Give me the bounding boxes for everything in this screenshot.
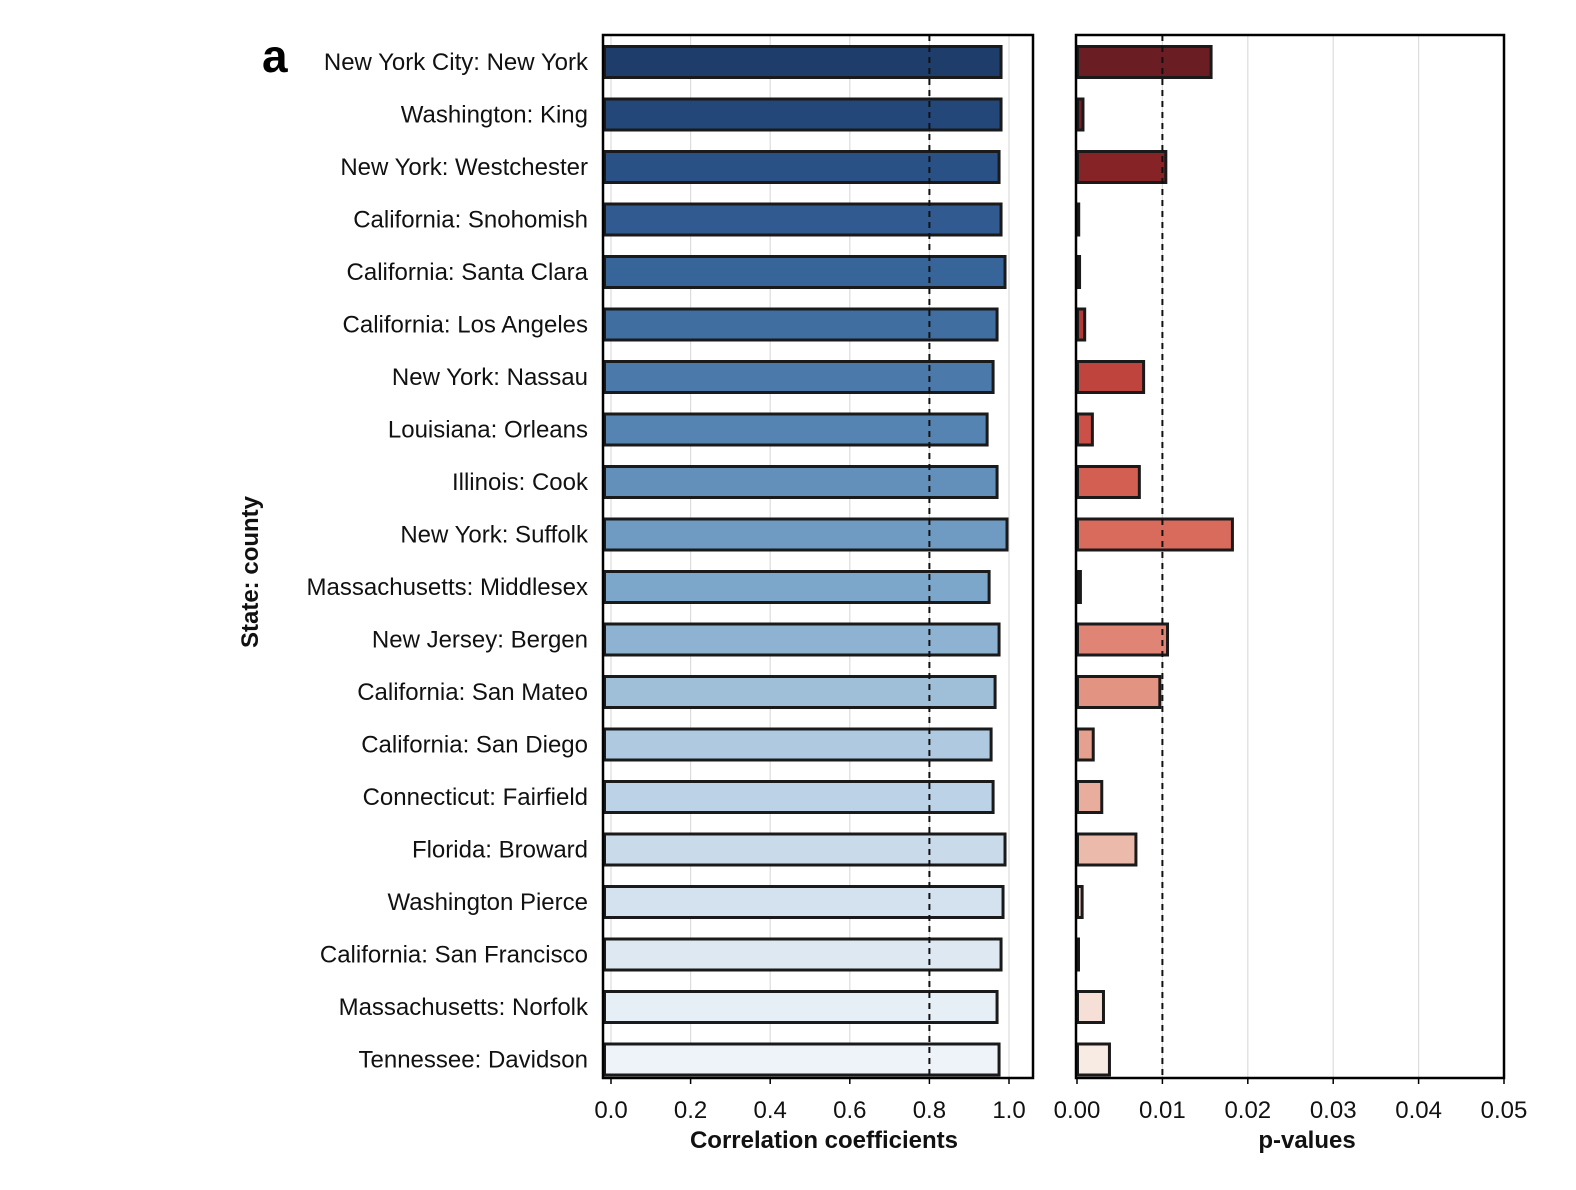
category-label: Tennessee: Davidson	[359, 1047, 588, 1074]
corr-bar	[603, 97, 1003, 132]
pval-bar	[1076, 97, 1085, 132]
category-label: New York: Westchester	[340, 154, 588, 181]
category-label: New York: Suffolk	[400, 522, 589, 549]
pval-bar	[1076, 360, 1146, 394]
panel-letter: a	[262, 30, 288, 82]
category-label: New York: Nassau	[392, 364, 588, 391]
pval-bar	[1076, 202, 1081, 237]
pval-tick-label: 0.03	[1310, 1097, 1357, 1124]
category-label: Washington Pierce	[387, 889, 588, 916]
corr-bar	[603, 1042, 1001, 1077]
category-label: Massachusetts: Middlesex	[307, 574, 588, 601]
pval-bar	[1076, 465, 1141, 499]
corr-bar	[603, 360, 995, 394]
pval-bar	[1076, 780, 1104, 814]
pval-bar	[1076, 150, 1168, 184]
corr-bar	[603, 150, 1001, 184]
pval-bar	[1076, 517, 1234, 552]
corr-tick-label: 0.0	[594, 1097, 627, 1124]
pval-tick-label: 0.05	[1481, 1097, 1528, 1124]
corr-bar	[603, 517, 1009, 552]
category-label: California: San Mateo	[357, 679, 588, 706]
corr-bar	[603, 990, 999, 1024]
corr-bar	[603, 45, 1003, 79]
category-label: Massachusetts: Norfolk	[339, 994, 589, 1021]
corr-tick-label: 0.2	[674, 1097, 707, 1124]
category-label: Illinois: Cook	[452, 469, 589, 496]
pvalue-panel: 0.00 0.01 0.02 0.03 0.04 0.05	[1054, 33, 1528, 1124]
corr-bar	[603, 570, 991, 604]
corr-bar	[603, 885, 1005, 919]
pval-bar	[1076, 885, 1084, 919]
category-label: California: Snohomish	[353, 207, 588, 234]
category-label: California: San Francisco	[320, 942, 588, 969]
x-axis-title-correlation: Correlation coefficients	[690, 1127, 958, 1154]
corr-bar	[603, 675, 997, 709]
category-label: Louisiana: Orleans	[388, 417, 588, 444]
corr-tick-label: 0.4	[754, 1097, 787, 1124]
category-label: Connecticut: Fairfield	[363, 784, 588, 811]
pval-bar	[1076, 727, 1095, 762]
category-label: Florida: Broward	[412, 837, 588, 864]
pval-bar	[1076, 675, 1162, 709]
category-label: New Jersey: Bergen	[372, 627, 588, 654]
pval-bar	[1076, 990, 1105, 1024]
corr-bar	[603, 255, 1007, 289]
corr-bar	[603, 727, 993, 762]
pval-bar	[1076, 937, 1080, 972]
corr-plot-frame	[601, 33, 1035, 1080]
corr-tick-label: 0.8	[913, 1097, 946, 1124]
category-label: California: San Diego	[361, 732, 588, 759]
category-label: California: Los Angeles	[343, 312, 588, 339]
pval-bar	[1076, 832, 1138, 867]
pval-tick-label: 0.04	[1395, 1097, 1442, 1124]
pval-bar	[1076, 307, 1087, 342]
pval-tick-label: 0.02	[1224, 1097, 1271, 1124]
corr-bar	[603, 832, 1007, 867]
corr-bar	[603, 622, 1001, 657]
correlation-panel: 0.0 0.2 0.4 0.6 0.8 1.0 New York City: New Yor…	[307, 33, 1035, 1124]
y-axis-title: State: county	[237, 495, 264, 648]
category-label: New York City: New York	[324, 49, 589, 76]
corr-tick-label: 0.6	[833, 1097, 866, 1124]
pval-bar	[1076, 622, 1170, 657]
pval-bar	[1076, 1042, 1111, 1077]
category-label: Washington: King	[401, 102, 588, 129]
pval-tick-label: 0.00	[1054, 1097, 1101, 1124]
corr-bar	[603, 937, 1003, 972]
pval-tick-label: 0.01	[1139, 1097, 1186, 1124]
pval-bar	[1076, 412, 1094, 447]
corr-tick-label: 1.0	[992, 1097, 1025, 1124]
pval-plot-frame	[1074, 33, 1506, 1080]
category-label: California: Santa Clara	[347, 259, 589, 286]
x-axis-title-pvalues: p-values	[1258, 1127, 1355, 1154]
corr-bar	[603, 412, 989, 447]
corr-bar	[603, 780, 995, 814]
corr-bar	[603, 202, 1003, 237]
corr-bar	[603, 307, 999, 342]
pval-bar	[1076, 255, 1082, 289]
pval-bar	[1076, 45, 1213, 79]
corr-bar	[603, 465, 999, 499]
pval-bar	[1076, 570, 1082, 604]
